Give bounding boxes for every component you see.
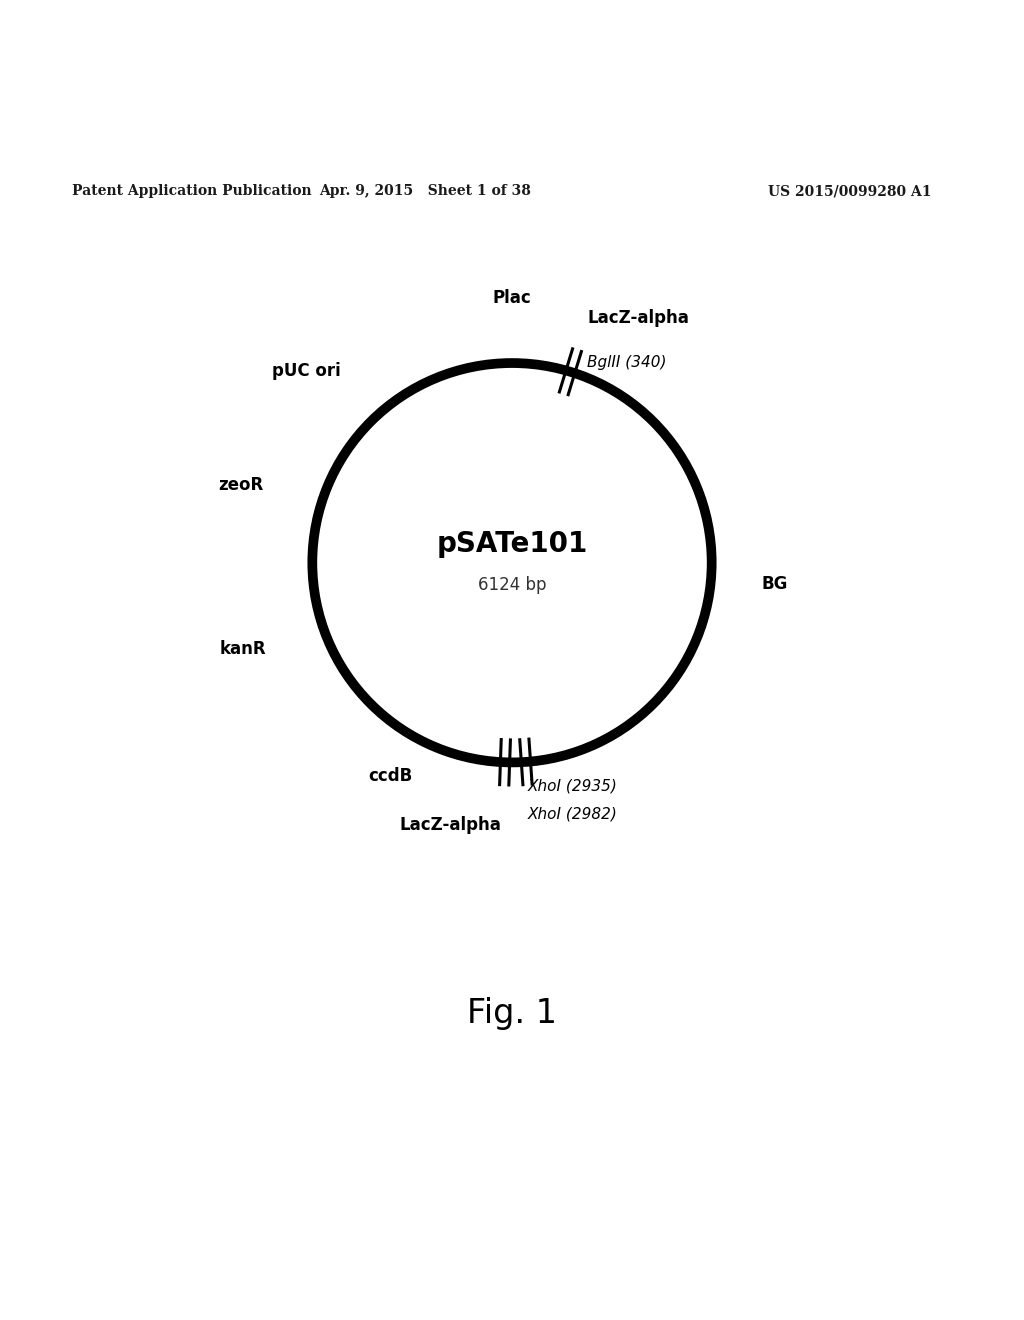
- Text: US 2015/0099280 A1: US 2015/0099280 A1: [768, 183, 932, 198]
- Text: Patent Application Publication: Patent Application Publication: [72, 183, 311, 198]
- Text: pSATe101: pSATe101: [436, 531, 588, 558]
- Polygon shape: [412, 372, 447, 389]
- Text: BglII (340): BglII (340): [588, 355, 667, 370]
- Text: 6124 bp: 6124 bp: [478, 577, 546, 594]
- Text: XhoI (2935): XhoI (2935): [527, 779, 617, 793]
- Text: LacZ-alpha: LacZ-alpha: [588, 309, 689, 327]
- Polygon shape: [427, 744, 464, 758]
- Polygon shape: [477, 760, 516, 763]
- Text: ccdB: ccdB: [369, 767, 413, 785]
- Text: Apr. 9, 2015   Sheet 1 of 38: Apr. 9, 2015 Sheet 1 of 38: [319, 183, 530, 198]
- Text: zeoR: zeoR: [218, 477, 263, 494]
- Text: kanR: kanR: [219, 639, 266, 657]
- Text: BG: BG: [762, 574, 788, 593]
- Polygon shape: [331, 444, 350, 478]
- Text: Fig. 1: Fig. 1: [467, 997, 557, 1030]
- Text: pUC ori: pUC ori: [271, 362, 341, 380]
- Text: Plac: Plac: [493, 289, 531, 306]
- Polygon shape: [502, 363, 541, 364]
- Polygon shape: [322, 627, 338, 663]
- Text: LacZ-alpha: LacZ-alpha: [399, 816, 501, 834]
- Text: XhoI (2982): XhoI (2982): [527, 807, 617, 821]
